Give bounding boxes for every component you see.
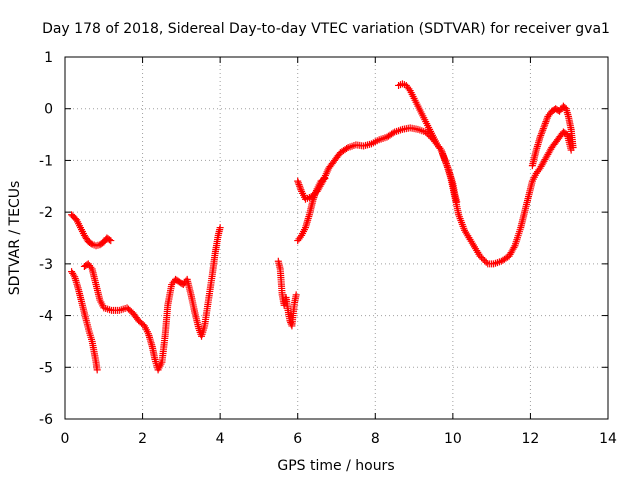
series-seg-a3 <box>80 224 224 374</box>
data-point <box>295 181 303 189</box>
data-point <box>310 193 318 201</box>
data-point <box>541 121 549 129</box>
y-tick-label: -6 <box>39 412 53 428</box>
y-axis-label: SDTVAR / TECUs <box>7 181 23 296</box>
data-point <box>479 255 487 263</box>
series-seg-b3 <box>294 175 329 245</box>
data-point <box>443 162 451 170</box>
data-point <box>292 291 300 299</box>
data-point <box>296 182 304 190</box>
data-point <box>297 186 305 194</box>
y-tick-label: -3 <box>39 257 53 273</box>
data-point <box>294 177 302 185</box>
data-point <box>321 175 329 183</box>
y-tick-label: 0 <box>44 102 53 118</box>
data-point <box>541 119 549 127</box>
y-tick-label: -2 <box>39 205 53 221</box>
series-seg-b1 <box>274 257 300 330</box>
grid <box>65 57 608 419</box>
x-tick-label: 12 <box>522 431 540 447</box>
data-point <box>538 128 546 136</box>
data-point <box>87 263 95 271</box>
data-point <box>70 271 78 279</box>
x-tick-label: 2 <box>138 431 147 447</box>
data-point <box>439 151 447 159</box>
data-point <box>536 133 544 141</box>
data-point <box>482 258 490 266</box>
data-point <box>311 190 319 198</box>
data-point <box>453 198 461 206</box>
x-tick-label: 0 <box>61 431 70 447</box>
x-tick-label: 8 <box>371 431 380 447</box>
data-point <box>510 243 518 251</box>
data-point <box>312 188 320 196</box>
data-point <box>296 184 304 192</box>
y-tick-label: 1 <box>44 50 53 66</box>
data-point <box>296 233 304 241</box>
series-seg-b2 <box>294 124 575 268</box>
data-point <box>389 129 397 137</box>
data-point <box>543 116 551 124</box>
data-point <box>539 125 547 133</box>
data-point <box>422 128 430 136</box>
data-point <box>444 163 452 171</box>
data-point <box>438 148 446 156</box>
data-point <box>87 239 95 247</box>
plot-frame <box>64 56 609 420</box>
series-seg-a1 <box>68 211 115 250</box>
data-point <box>320 175 328 183</box>
data-point <box>309 195 317 203</box>
data-point <box>216 224 224 232</box>
series-seg-b5 <box>528 102 577 170</box>
data-point <box>405 85 413 93</box>
data-point <box>312 187 320 195</box>
data-point <box>437 146 445 154</box>
data-point <box>343 145 351 153</box>
x-tick-label: 6 <box>293 431 302 447</box>
data-point <box>105 236 113 244</box>
data-point <box>439 150 447 158</box>
data-point <box>569 144 577 151</box>
data-point <box>481 257 489 265</box>
data-point <box>107 237 115 245</box>
x-axis-label: GPS time / hours <box>277 458 394 474</box>
data-point <box>539 126 547 134</box>
data-point <box>542 118 550 126</box>
data-point <box>476 252 484 260</box>
data-point <box>537 131 545 139</box>
y-tick-label: -4 <box>39 309 53 325</box>
data-point <box>478 254 486 262</box>
data-point <box>442 158 450 166</box>
data-point <box>444 165 452 173</box>
x-tick-label: 4 <box>216 431 225 447</box>
series-seg-b4 <box>395 80 461 206</box>
data-point <box>93 366 101 374</box>
data-point <box>440 155 448 163</box>
chart-title: Day 178 of 2018, Sidereal Day-to-day VTE… <box>42 21 610 37</box>
data-point <box>440 153 448 161</box>
series-seg-a2 <box>68 268 101 374</box>
y-tick-label: -5 <box>39 360 53 376</box>
y-tick-label: -1 <box>39 153 53 169</box>
x-tick-label: 10 <box>444 431 462 447</box>
data-point <box>540 123 548 131</box>
data-point <box>537 130 545 138</box>
data-points <box>68 80 577 374</box>
data-point <box>442 160 450 168</box>
tick-marks <box>64 56 609 420</box>
data-point <box>441 156 449 164</box>
x-tick-label: 14 <box>599 431 617 447</box>
data-point <box>311 192 319 200</box>
data-point <box>294 179 302 187</box>
